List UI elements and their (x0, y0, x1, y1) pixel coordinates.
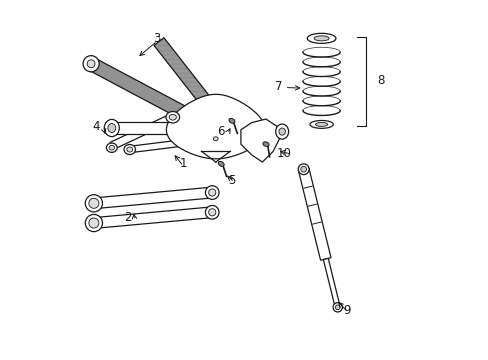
Text: 1: 1 (180, 157, 187, 170)
Ellipse shape (124, 144, 135, 154)
Ellipse shape (106, 143, 117, 152)
Text: 2: 2 (124, 211, 131, 224)
Ellipse shape (278, 128, 285, 135)
Text: 8: 8 (376, 74, 384, 87)
Ellipse shape (85, 195, 102, 212)
Ellipse shape (169, 114, 176, 120)
Text: 9: 9 (342, 305, 350, 318)
Ellipse shape (298, 164, 308, 175)
Polygon shape (115, 122, 176, 134)
Ellipse shape (89, 198, 99, 208)
Polygon shape (241, 119, 280, 162)
Text: 3: 3 (153, 32, 160, 45)
Text: 5: 5 (228, 174, 235, 186)
Ellipse shape (126, 147, 132, 152)
Text: 7: 7 (274, 80, 282, 93)
Ellipse shape (263, 142, 268, 147)
Ellipse shape (165, 112, 179, 123)
Ellipse shape (205, 186, 219, 199)
Ellipse shape (300, 166, 306, 172)
Polygon shape (154, 38, 234, 136)
Text: 6: 6 (217, 125, 224, 138)
Polygon shape (129, 136, 216, 153)
Ellipse shape (202, 120, 213, 132)
Polygon shape (88, 58, 214, 134)
Ellipse shape (228, 118, 234, 123)
Ellipse shape (208, 209, 215, 216)
Ellipse shape (83, 56, 99, 72)
Ellipse shape (89, 218, 99, 228)
Ellipse shape (87, 60, 95, 68)
Ellipse shape (313, 36, 328, 41)
Ellipse shape (109, 145, 114, 150)
Ellipse shape (104, 120, 119, 136)
Text: 4: 4 (92, 120, 99, 133)
Ellipse shape (335, 305, 339, 310)
Polygon shape (93, 207, 212, 228)
Ellipse shape (211, 135, 220, 143)
Ellipse shape (275, 124, 288, 139)
Polygon shape (93, 187, 212, 209)
Ellipse shape (108, 123, 116, 132)
Ellipse shape (315, 122, 327, 126)
Polygon shape (166, 94, 265, 159)
Ellipse shape (309, 121, 333, 129)
Polygon shape (323, 258, 340, 308)
Text: 10: 10 (276, 147, 291, 159)
Polygon shape (298, 168, 330, 260)
Ellipse shape (85, 215, 102, 231)
Ellipse shape (205, 206, 219, 219)
Ellipse shape (213, 137, 218, 141)
Ellipse shape (208, 189, 215, 196)
Ellipse shape (205, 123, 210, 129)
Ellipse shape (218, 161, 224, 166)
Ellipse shape (306, 33, 335, 43)
Polygon shape (110, 114, 174, 149)
Ellipse shape (332, 303, 342, 312)
Polygon shape (251, 127, 280, 136)
